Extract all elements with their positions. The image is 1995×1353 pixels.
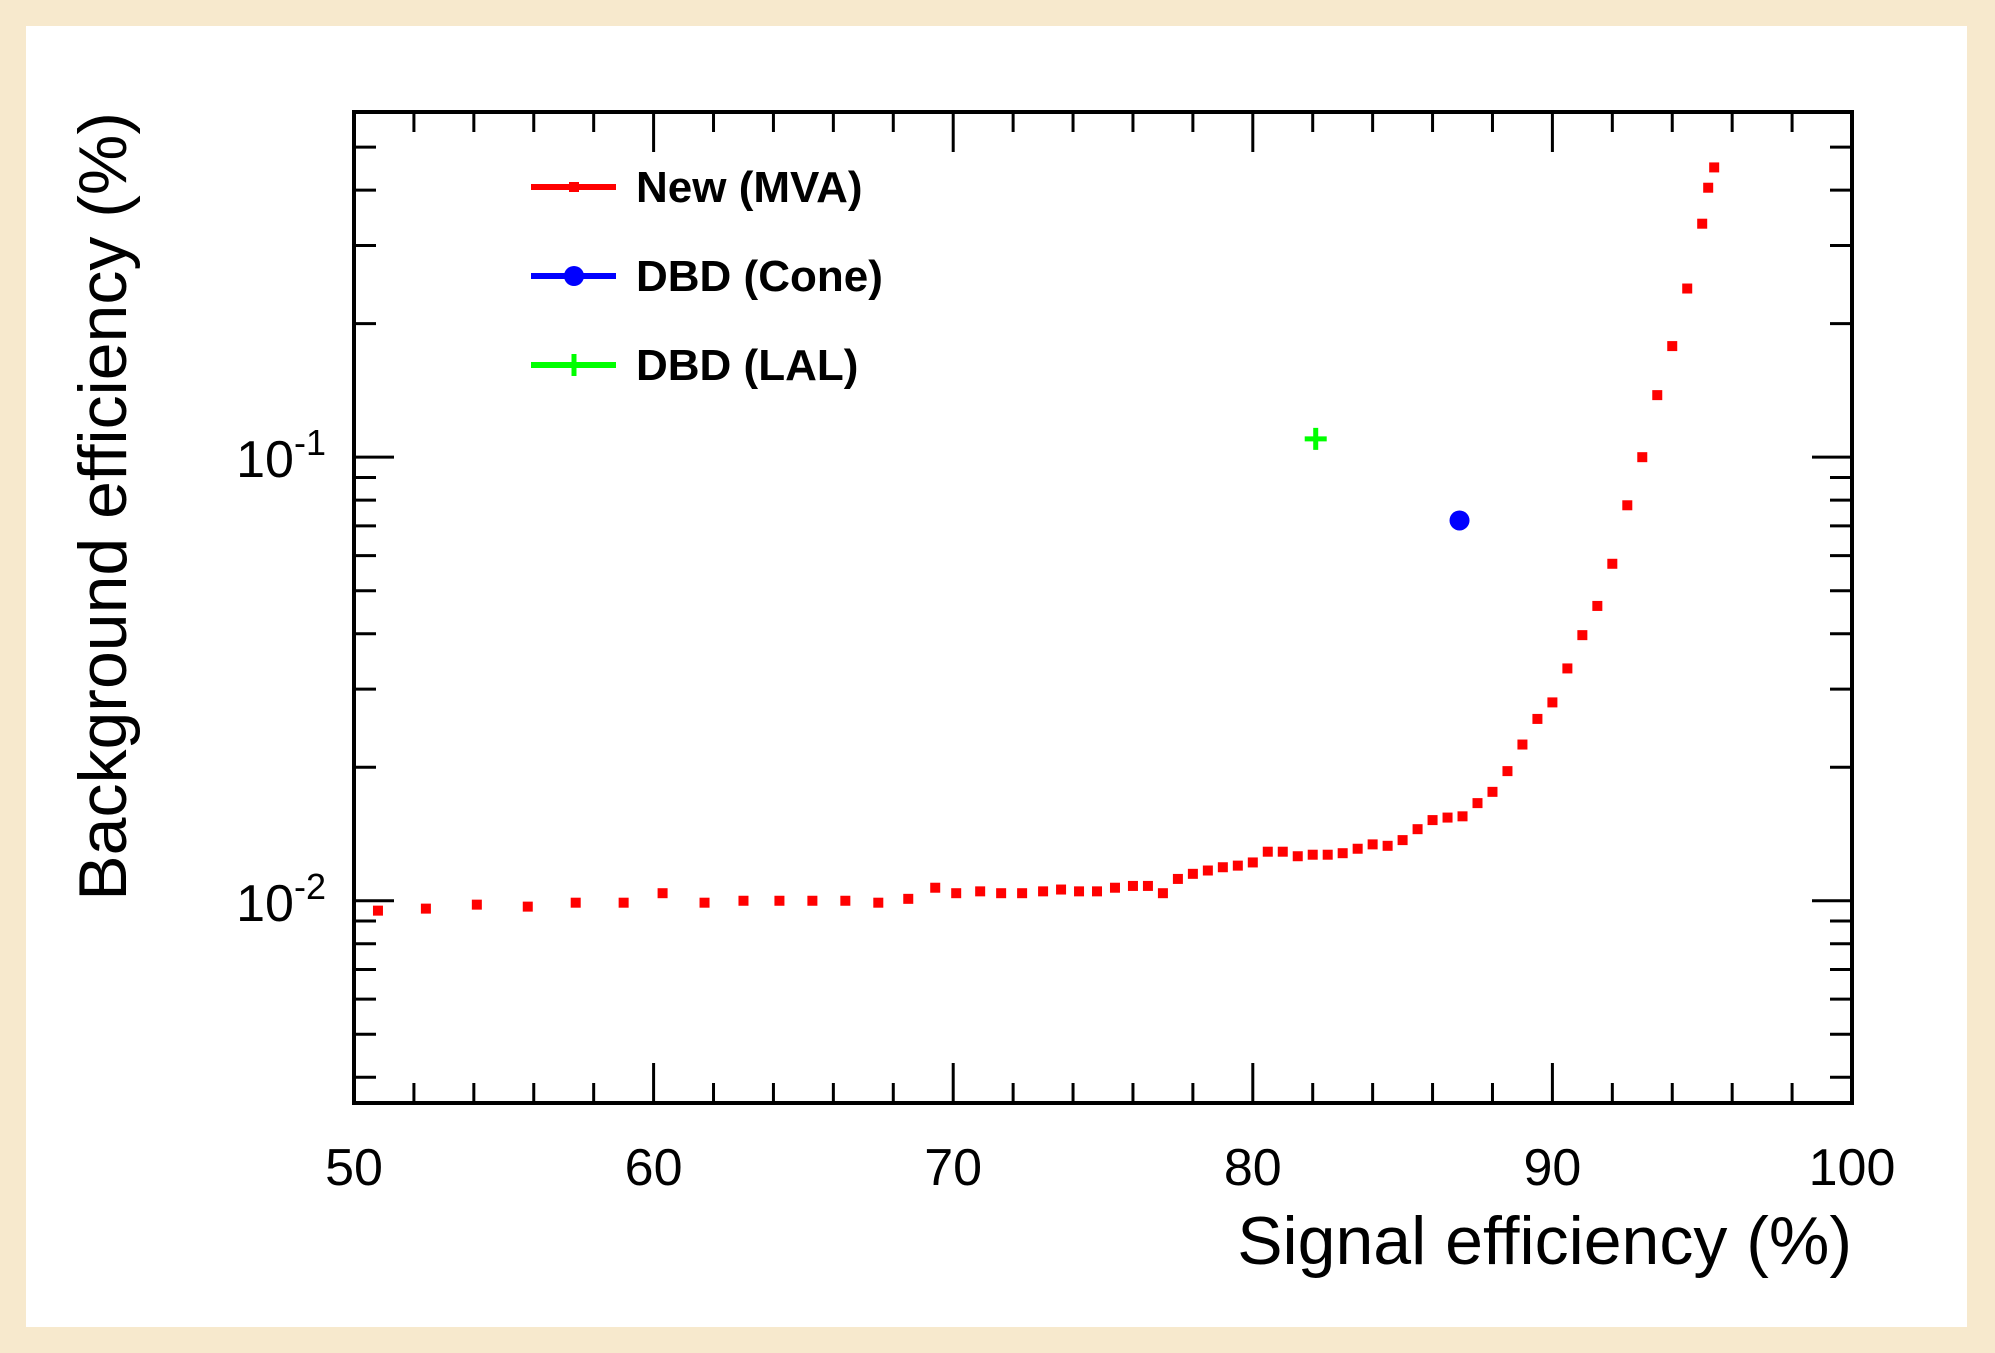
- data-point: [1667, 341, 1678, 352]
- data-point: [1337, 848, 1348, 859]
- data-point: [1127, 880, 1138, 891]
- series-dbd-lal: [1304, 427, 1327, 450]
- data-point: [1322, 849, 1333, 860]
- data-point: [1187, 868, 1198, 879]
- data-point: [1532, 713, 1543, 724]
- data-point: [1703, 182, 1714, 193]
- data-point: [1074, 886, 1085, 897]
- x-tick-label: 70: [924, 1139, 982, 1197]
- data-point: [738, 895, 749, 906]
- plot-area-frame: [352, 110, 1854, 1105]
- data-series: [372, 162, 1720, 916]
- data-point: [372, 905, 383, 916]
- data-point: [1307, 849, 1318, 860]
- data-point: [699, 897, 710, 908]
- data-point: [1292, 851, 1303, 862]
- x-tick-label: 100: [1809, 1139, 1896, 1197]
- data-point: [1109, 882, 1120, 893]
- data-point: [1247, 857, 1258, 868]
- data-point: [1304, 427, 1327, 450]
- y-tick-label: 10-2: [236, 866, 326, 933]
- chart-frame: 50 60 70 80 90 100 10-1 10-2 New (MVA) DBD (Cone…: [26, 26, 1967, 1327]
- legend-marker-dbd-cone: [564, 266, 584, 286]
- data-point: [1382, 840, 1393, 851]
- legend-marker-new-mva: [569, 182, 579, 192]
- x-tick-label: 90: [1523, 1139, 1581, 1197]
- data-point: [1277, 846, 1288, 857]
- data-point: [618, 897, 629, 908]
- data-point: [840, 895, 851, 906]
- data-point: [570, 897, 581, 908]
- data-point: [1682, 283, 1693, 294]
- data-point: [951, 888, 962, 899]
- y-axis-title: Background efficiency (%): [65, 112, 141, 901]
- legend-label-new-mva: New (MVA): [636, 163, 863, 212]
- data-point: [1502, 766, 1513, 777]
- data-point: [1038, 886, 1049, 897]
- data-point: [1709, 162, 1720, 173]
- data-point: [1092, 886, 1103, 897]
- data-point: [1017, 888, 1028, 899]
- data-point: [1262, 846, 1273, 857]
- data-point: [1449, 510, 1470, 531]
- data-point: [1517, 739, 1528, 750]
- data-point: [903, 893, 914, 904]
- data-point: [1412, 824, 1423, 835]
- data-point: [1697, 218, 1708, 229]
- data-point: [1637, 452, 1648, 463]
- x-tick-label: 50: [325, 1139, 383, 1197]
- axis-ticks: [352, 112, 1854, 1103]
- legend-label-dbd-cone: DBD (Cone): [636, 252, 883, 301]
- data-point: [1652, 390, 1663, 401]
- data-point: [1487, 786, 1498, 797]
- data-point: [471, 899, 482, 910]
- data-point: [1217, 862, 1228, 873]
- data-point: [1622, 500, 1633, 511]
- data-point: [1442, 812, 1453, 823]
- legend-label-dbd-lal: DBD (LAL): [636, 341, 858, 390]
- y-tick-label: 10-1: [236, 422, 326, 489]
- data-point: [1157, 888, 1168, 899]
- data-point: [1547, 697, 1558, 708]
- data-point: [1367, 839, 1378, 850]
- data-point: [657, 888, 668, 899]
- data-point: [522, 901, 533, 912]
- data-point: [1202, 865, 1213, 876]
- data-point: [930, 882, 941, 893]
- data-point: [975, 886, 986, 897]
- data-point: [996, 888, 1007, 899]
- data-point: [1352, 843, 1363, 854]
- x-axis-title: Signal efficiency (%): [1237, 1203, 1852, 1279]
- data-point: [1457, 811, 1468, 822]
- data-point: [1232, 860, 1243, 871]
- data-point: [1607, 558, 1618, 569]
- tick-labels: 50 60 70 80 90 100 10-1 10-2: [236, 422, 1895, 1197]
- data-point: [1472, 798, 1483, 809]
- data-point: [1172, 873, 1183, 884]
- legend: New (MVA) DBD (Cone) DBD (LAL): [531, 163, 883, 390]
- data-point: [1056, 884, 1067, 895]
- data-point: [1562, 663, 1573, 674]
- series-new-mva: [372, 162, 1720, 916]
- data-point: [1592, 600, 1603, 611]
- data-point: [1427, 815, 1438, 826]
- roc-chart: 50 60 70 80 90 100 10-1 10-2 New (MVA) DBD (Cone…: [65, 110, 1895, 1279]
- data-point: [774, 895, 785, 906]
- x-tick-label: 80: [1224, 1139, 1282, 1197]
- series-dbd-cone: [1449, 510, 1470, 531]
- data-point: [1142, 880, 1153, 891]
- x-tick-label: 60: [625, 1139, 683, 1197]
- data-point: [873, 897, 884, 908]
- data-point: [420, 903, 431, 914]
- data-point: [807, 895, 818, 906]
- data-point: [1397, 835, 1408, 846]
- data-point: [1577, 630, 1588, 641]
